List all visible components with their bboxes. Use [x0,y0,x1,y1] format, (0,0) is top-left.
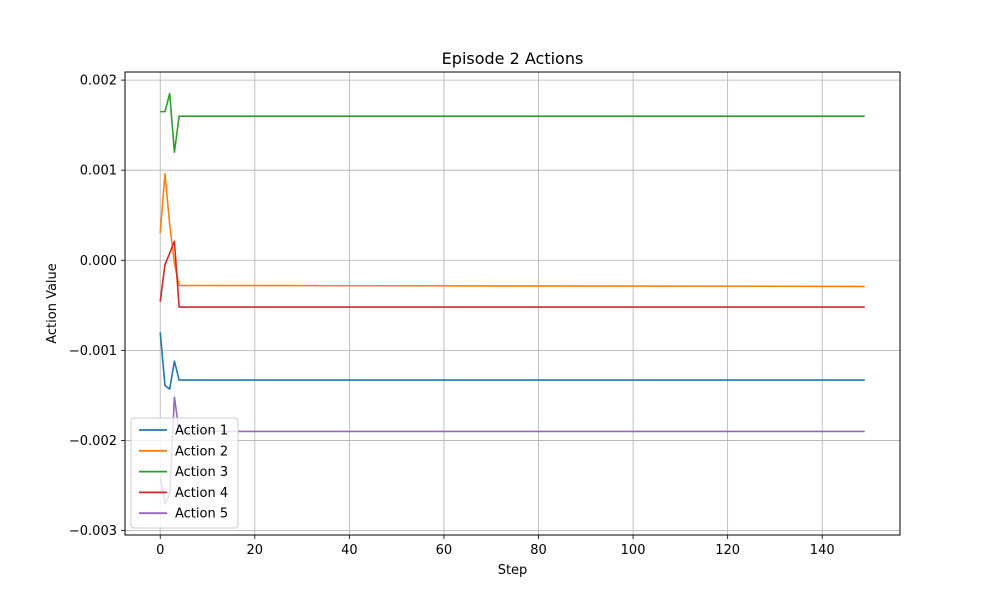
y-tick-label: −0.001 [69,344,117,359]
tick-layer: 0 20 40 60 80 100 120 140 −0.003 −0.002 −0.001 0.00… [69,74,835,558]
series-line-action-1 [159,332,865,390]
grid-layer [125,72,900,535]
legend-label: Action 1 [175,424,228,439]
y-tick-label: −0.002 [69,434,117,449]
y-tick-label: 0.000 [80,254,117,269]
x-tick-label: 20 [247,543,264,558]
legend-box [130,417,239,529]
series-line-action-2 [159,172,865,288]
legend-label: Action 5 [175,507,228,522]
x-tick-label: 100 [621,543,646,558]
x-axis-label: Step [498,563,528,578]
chart-title: Episode 2 Actions [442,49,584,68]
legend: Action 1 Action 2 Action 3 Action 4 Action 5 [130,417,239,529]
x-tick-label: 60 [436,543,453,558]
series-line-action-4 [159,240,865,308]
x-tick-label: 120 [715,543,740,558]
y-tick-label: 0.001 [80,164,117,179]
x-tick-label: 80 [530,543,547,558]
y-tick-label: 0.002 [80,74,117,89]
plot-frame [124,71,901,536]
x-tick-label: 0 [156,543,164,558]
legend-label: Action 3 [175,465,228,480]
x-tick-label: 140 [810,543,835,558]
legend-label: Action 2 [175,444,228,459]
x-tick-label: 40 [341,543,358,558]
legend-label: Action 4 [175,486,228,501]
series-line-action-3 [160,92,865,153]
y-axis-label: Action Value [45,263,60,344]
y-tick-label: −0.003 [69,524,117,539]
